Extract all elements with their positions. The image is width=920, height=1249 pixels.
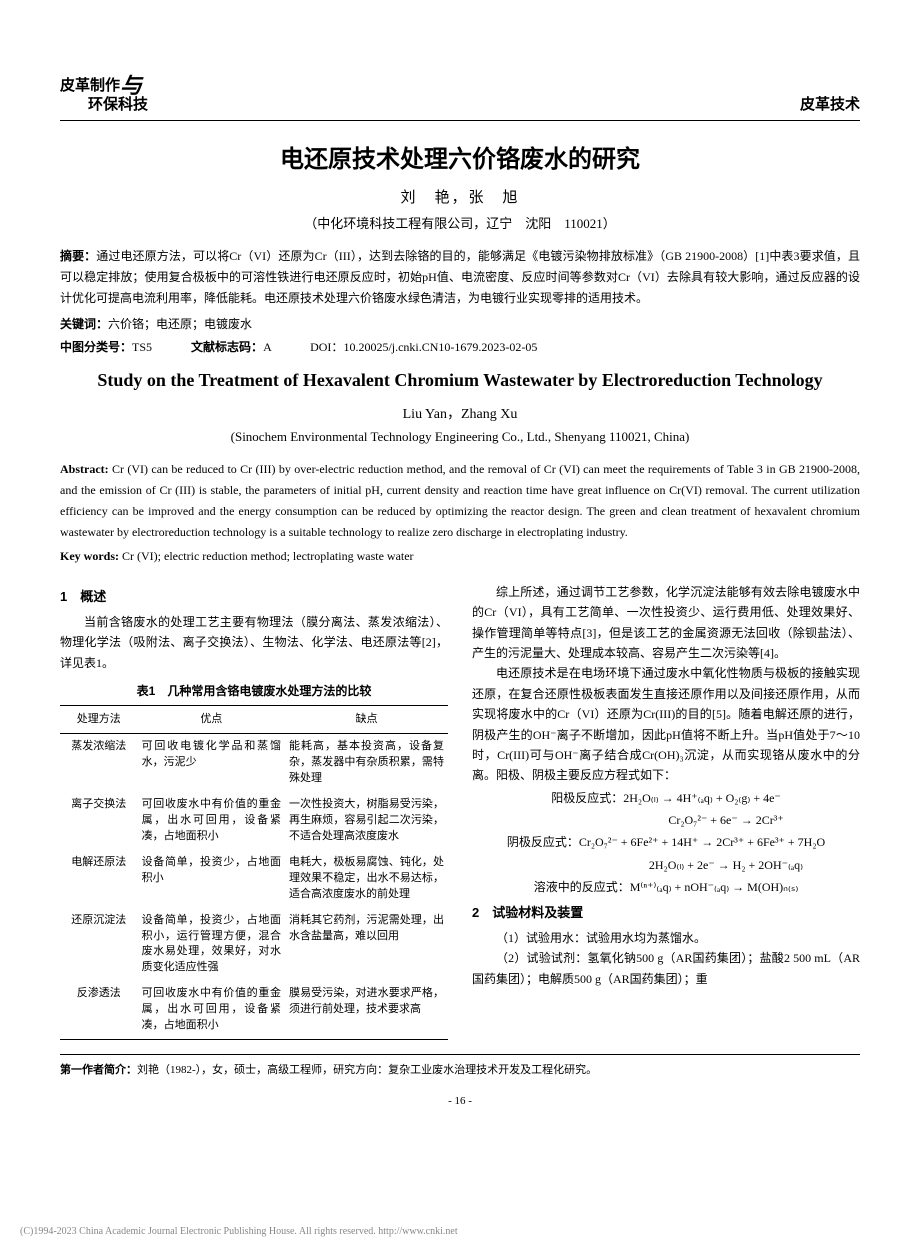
author-bio: 第一作者简介：刘艳（1982-），女，硕士，高级工程师，研究方向：复杂工业废水治… <box>60 1054 860 1077</box>
right-column: 综上所述，通过调节工艺参数，化学沉淀法能够有效去除电镀废水中的Cr（VI），具有… <box>472 582 860 1040</box>
cell-pros: 设备简单，投资少，占地面积小 <box>138 850 285 908</box>
kw-cn-text: 六价铬；电还原；电镀废水 <box>108 317 252 331</box>
affil-en: (Sinochem Environmental Technology Engin… <box>60 429 860 445</box>
abstract-en-text: Cr (VI) can be reduced to Cr (III) by ov… <box>60 462 860 539</box>
title-cn: 电还原技术处理六价铬废水的研究 <box>60 139 860 174</box>
kw-cn-label: 关键词： <box>60 317 108 331</box>
affil-cn: （中化环境科技工程有限公司，辽宁 沈阳 110021） <box>60 213 860 232</box>
footer-label: 第一作者简介： <box>60 1064 137 1076</box>
classification-row: 中图分类号：TS5 文献标志码：A DOI：10.20025/j.cnki.CN… <box>60 338 860 355</box>
journal-amp: 与 <box>120 73 142 99</box>
sec1-heading: 1 概述 <box>60 586 448 608</box>
clc-label: 中图分类号： <box>60 340 132 354</box>
eq1: 阳极反应式：2H₂O₍ₗ₎ → 4H⁺₍ₐq₎ + O₂₍g₎ + 4e⁻ <box>472 788 860 808</box>
th-pros: 优点 <box>138 706 285 734</box>
table1-caption: 表1 几种常用含铬电镀废水处理方法的比较 <box>60 681 448 701</box>
cell-cons: 能耗高，基本投资高，设备复杂，蒸发器中有杂质积累，需特殊处理 <box>285 734 448 792</box>
col2-p1: 综上所述，通过调节工艺参数，化学沉淀法能够有效去除电镀废水中的Cr（VI），具有… <box>472 582 860 664</box>
kw-en-text: Cr (VI); electric reduction method; lect… <box>122 549 414 563</box>
col2-p2: 电还原技术是在电场环境下通过废水中氧化性物质与极板的接触实现还原，在复合还原性极… <box>472 663 860 785</box>
cell-method: 离子交换法 <box>60 792 138 850</box>
abstract-en: Abstract: Cr (VI) can be reduced to Cr (… <box>60 459 860 543</box>
table-row: 离子交换法可回收废水中有价值的重金属，出水可回用，设备紧凑，占地面积小一次性投资… <box>60 792 448 850</box>
abstract-en-label: Abstract: <box>60 462 112 476</box>
cell-pros: 可回收电镀化学品和蒸馏水，污泥少 <box>138 734 285 792</box>
cell-pros: 设备简单，投资少，占地面积小，运行管理方便，混合废水易处理，效果好，对水质变化适… <box>138 908 285 982</box>
keywords-en: Key words: Cr (VI); electric reduction m… <box>60 549 860 564</box>
copyright: (C)1994-2023 China Academic Journal Elec… <box>20 1226 900 1237</box>
doi-val: 10.20025/j.cnki.CN10-1679.2023-02-05 <box>343 340 537 354</box>
keywords-cn: 关键词：六价铬；电还原；电镀废水 <box>60 315 860 332</box>
doccode-val: A <box>263 340 271 354</box>
journal-logo: 皮革制作与 环保科技 <box>60 70 148 114</box>
authors-en: Liu Yan，Zhang Xu <box>60 403 860 423</box>
body-columns: 1 概述 当前含铬废水的处理工艺主要有物理法（膜分离法、蒸发浓缩法）、物理化学法… <box>60 582 860 1040</box>
cell-method: 还原沉淀法 <box>60 908 138 982</box>
eq2: Cr₂O₇²⁻ + 6e⁻ → 2Cr³⁺ <box>472 810 860 830</box>
cell-pros: 可回收废水中有价值的重金属，出水可回用，设备紧凑，占地面积小 <box>138 981 285 1039</box>
sec2-p2: （2）试验试剂：氢氧化钠500 g（AR国药集团）；盐酸2 500 mL（AR … <box>472 948 860 989</box>
table-row: 反渗透法可回收废水中有价值的重金属，出水可回用，设备紧凑，占地面积小膜易受污染，… <box>60 981 448 1039</box>
kw-en-label: Key words: <box>60 549 122 563</box>
title-en: Study on the Treatment of Hexavalent Chr… <box>60 369 860 392</box>
table-row: 电解还原法设备简单，投资少，占地面积小电耗大，极板易腐蚀、钝化，处理效果不稳定，… <box>60 850 448 908</box>
footer-text: 刘艳（1982-），女，硕士，高级工程师，研究方向：复杂工业废水治理技术开发及工… <box>137 1064 597 1076</box>
cell-method: 蒸发浓缩法 <box>60 734 138 792</box>
eq5: 溶液中的反应式：M⁽ⁿ⁺⁾₍ₐq₎ + nOH⁻₍ₐq₎ → M(OH)ₙ₍ₛ₎ <box>472 877 860 897</box>
clc-val: TS5 <box>132 340 152 354</box>
sec2-heading: 2 试验材料及装置 <box>472 902 860 924</box>
doccode-label: 文献标志码： <box>191 340 263 354</box>
sec2-p1: （1）试验用水：试验用水均为蒸馏水。 <box>472 928 860 948</box>
th-method: 处理方法 <box>60 706 138 734</box>
doi-label: DOI： <box>310 340 343 354</box>
table1: 处理方法 优点 缺点 蒸发浓缩法可回收电镀化学品和蒸馏水，污泥少能耗高，基本投资… <box>60 705 448 1040</box>
eq3: 阴极反应式：Cr₂O₇²⁻ + 6Fe²⁺ + 14H⁺ → 2Cr³⁺ + 6… <box>472 832 860 852</box>
abstract-cn: 摘要：通过电还原方法，可以将Cr（VI）还原为Cr（III），达到去除铬的目的，… <box>60 246 860 309</box>
abstract-cn-text: 通过电还原方法，可以将Cr（VI）还原为Cr（III），达到去除铬的目的，能够满… <box>60 249 860 305</box>
section-name: 皮革技术 <box>800 93 860 114</box>
page-header: 皮革制作与 环保科技 皮革技术 <box>60 70 860 121</box>
eq4: 2H₂O₍ₗ₎ + 2e⁻ → H₂ + 2OH⁻₍ₐq₎ <box>472 855 860 875</box>
cell-cons: 膜易受污染，对进水要求严格，须进行前处理，技术要求高 <box>285 981 448 1039</box>
authors-cn: 刘 艳，张 旭 <box>60 186 860 207</box>
cell-method: 反渗透法 <box>60 981 138 1039</box>
left-column: 1 概述 当前含铬废水的处理工艺主要有物理法（膜分离法、蒸发浓缩法）、物理化学法… <box>60 582 448 1040</box>
cell-cons: 一次性投资大，树脂易受污染，再生麻烦，容易引起二次污染，不适合处理高浓度废水 <box>285 792 448 850</box>
page-number: - 16 - <box>60 1095 860 1107</box>
abstract-cn-label: 摘要： <box>60 249 96 263</box>
table-row: 还原沉淀法设备简单，投资少，占地面积小，运行管理方便，混合废水易处理，效果好，对… <box>60 908 448 982</box>
journal-line1: 皮革制作 <box>60 77 120 94</box>
cell-pros: 可回收废水中有价值的重金属，出水可回用，设备紧凑，占地面积小 <box>138 792 285 850</box>
th-cons: 缺点 <box>285 706 448 734</box>
cell-cons: 消耗其它药剂，污泥需处理，出水含盐量高，难以回用 <box>285 908 448 982</box>
cell-method: 电解还原法 <box>60 850 138 908</box>
sec1-p1: 当前含铬废水的处理工艺主要有物理法（膜分离法、蒸发浓缩法）、物理化学法（吸附法、… <box>60 612 448 673</box>
cell-cons: 电耗大，极板易腐蚀、钝化，处理效果不稳定，出水不易达标，适合高浓度废水的前处理 <box>285 850 448 908</box>
table-row: 蒸发浓缩法可回收电镀化学品和蒸馏水，污泥少能耗高，基本投资高，设备复杂，蒸发器中… <box>60 734 448 792</box>
table-header-row: 处理方法 优点 缺点 <box>60 706 448 734</box>
